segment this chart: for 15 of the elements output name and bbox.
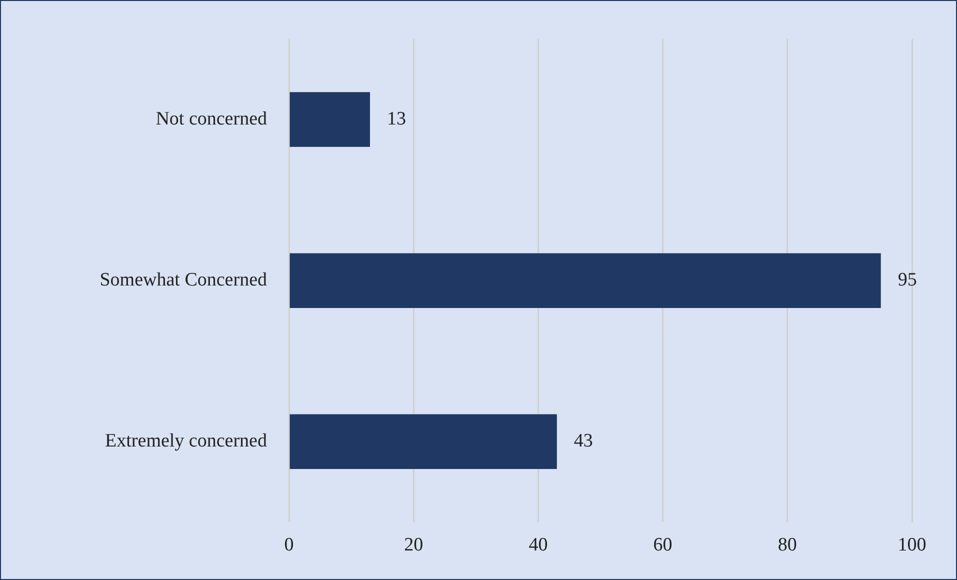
data-label: 13 (386, 108, 406, 130)
y-tick-label: Not concerned (156, 108, 268, 130)
x-tick-label: 20 (404, 534, 424, 556)
data-label: 95 (898, 270, 917, 291)
x-tick-label: 80 (778, 534, 797, 556)
y-tick-label: Somewhat Concerned (100, 270, 268, 291)
x-tick-label: 0 (284, 534, 294, 556)
x-tick-label: 60 (653, 534, 672, 556)
bar (290, 414, 557, 470)
y-tick-label: Extremely concerned (105, 430, 268, 452)
data-label: 43 (574, 430, 593, 452)
x-tick-label: 40 (528, 534, 548, 556)
bar (290, 253, 881, 308)
x-tick-label: 100 (898, 534, 926, 556)
bar (290, 92, 370, 147)
